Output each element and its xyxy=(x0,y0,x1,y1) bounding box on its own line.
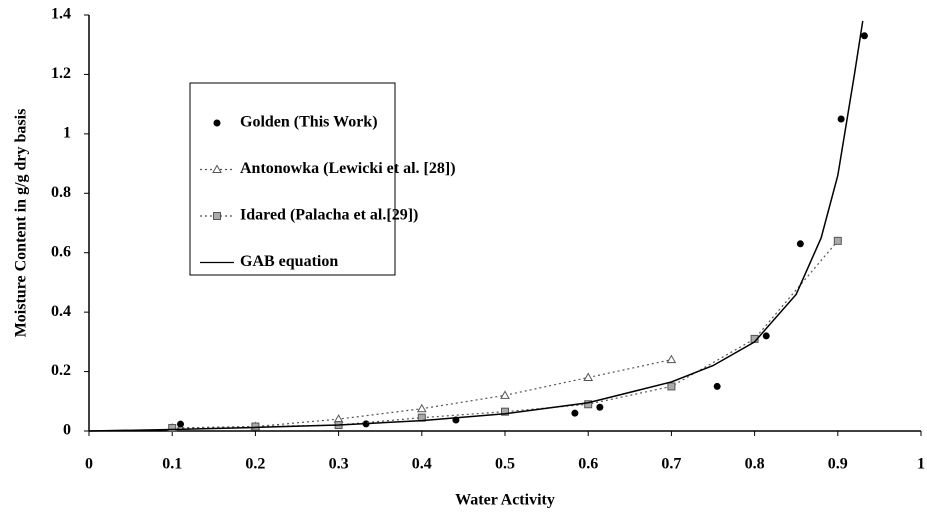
data-point xyxy=(571,409,579,417)
x-tick-label: 0 xyxy=(85,456,93,473)
y-tick-label: 0.2 xyxy=(51,362,71,379)
x-axis-label: Water Activity xyxy=(455,492,555,509)
data-point xyxy=(177,420,185,428)
y-tick-label: 0.8 xyxy=(51,184,71,201)
data-point xyxy=(666,354,677,364)
x-tick-label: 0.6 xyxy=(578,456,598,473)
data-point xyxy=(168,424,177,433)
legend: Golden (This Work) Antonowka (Lewicki et … xyxy=(189,82,456,276)
series-line xyxy=(88,20,864,432)
x-tick-label: 0.4 xyxy=(412,456,432,473)
data-point xyxy=(583,372,594,382)
y-tick-label: 0 xyxy=(63,422,71,439)
data-point xyxy=(500,390,510,399)
legend-label: Golden (This Work) xyxy=(240,114,378,131)
x-tick-label: 0.5 xyxy=(495,456,515,473)
data-point xyxy=(596,403,604,411)
legend-label: GAB equation xyxy=(240,253,338,270)
data-point xyxy=(762,332,770,340)
legend-marker xyxy=(213,119,221,127)
data-point xyxy=(860,32,868,40)
legend-marker xyxy=(212,164,222,173)
y-tick-label: 1.2 xyxy=(51,65,71,82)
data-point xyxy=(501,407,509,416)
data-point xyxy=(667,382,676,391)
x-tick-label: 0.3 xyxy=(329,456,349,473)
x-tick-label: 0.9 xyxy=(828,456,848,473)
data-point xyxy=(837,115,845,123)
y-tick-label: 1 xyxy=(63,125,71,142)
y-tick-label: 0.4 xyxy=(51,303,71,320)
x-tick-label: 1 xyxy=(917,456,925,473)
y-tick-label: 0.6 xyxy=(51,243,71,260)
data-point xyxy=(251,422,260,431)
data-point xyxy=(713,382,721,390)
y-tick-label: 1.4 xyxy=(51,6,71,23)
legend-box xyxy=(189,82,396,276)
x-tick-label: 0.2 xyxy=(245,456,265,473)
x-tick-label: 0.8 xyxy=(745,456,765,473)
y-axis-label: Moisture Content in g/g dry basis xyxy=(13,109,30,338)
legend-label: Idared (Palacha et al.[29]) xyxy=(240,207,418,224)
data-point xyxy=(584,400,593,409)
data-point xyxy=(416,403,427,413)
x-tick-label: 0.7 xyxy=(661,456,681,473)
x-tick-label: 0.1 xyxy=(162,456,182,473)
legend-label: Antonowka (Lewicki et al. [28]) xyxy=(240,160,456,177)
data-point xyxy=(796,240,804,248)
data-point xyxy=(833,236,842,245)
legend-marker xyxy=(213,212,221,220)
